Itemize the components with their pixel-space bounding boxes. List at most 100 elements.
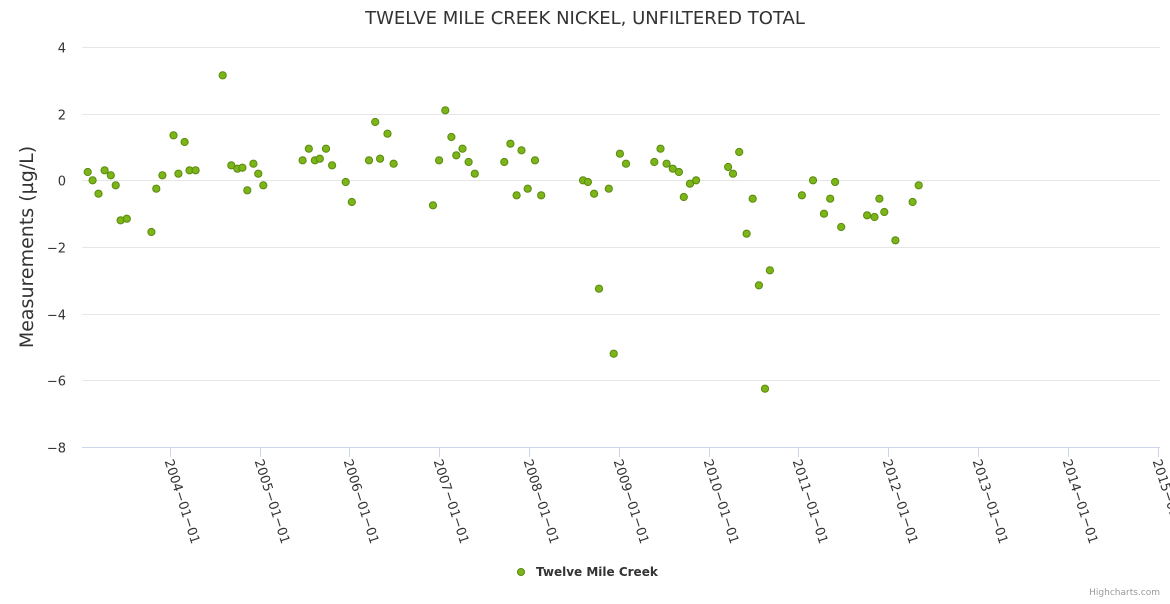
data-point[interactable]: [100, 166, 109, 175]
data-point[interactable]: [441, 106, 450, 115]
data-point[interactable]: [837, 222, 846, 232]
data-point[interactable]: [88, 176, 97, 185]
data-point[interactable]: [826, 194, 835, 203]
data-point[interactable]: [797, 191, 807, 200]
data-point[interactable]: [376, 154, 385, 163]
data-point[interactable]: [347, 197, 356, 207]
data-point[interactable]: [668, 164, 677, 173]
data-point[interactable]: [259, 181, 268, 190]
data-point[interactable]: [656, 144, 665, 153]
data-point[interactable]: [321, 144, 331, 153]
data-point[interactable]: [523, 184, 532, 193]
data-point[interactable]: [662, 159, 671, 168]
data-point[interactable]: [679, 192, 688, 202]
data-point[interactable]: [819, 209, 829, 218]
data-point[interactable]: [674, 167, 684, 177]
data-point[interactable]: [506, 139, 515, 148]
data-point[interactable]: [470, 169, 479, 178]
data-point[interactable]: [328, 161, 337, 170]
data-point[interactable]: [880, 207, 889, 217]
data-point[interactable]: [692, 176, 701, 185]
data-point[interactable]: [748, 194, 757, 203]
data-point[interactable]: [685, 179, 695, 188]
data-point[interactable]: [122, 214, 131, 223]
grid-lines: [82, 47, 1160, 448]
data-point[interactable]: [304, 144, 313, 153]
data-point[interactable]: [458, 144, 467, 153]
data-point[interactable]: [512, 191, 521, 200]
data-point[interactable]: [180, 137, 189, 147]
y-tick-label: 4: [58, 42, 66, 57]
data-point[interactable]: [383, 129, 392, 138]
credits-link[interactable]: Highcharts.com: [1089, 588, 1160, 598]
data-point[interactable]: [83, 167, 92, 177]
x-tick-label: 2010−01−01: [700, 458, 741, 546]
data-point[interactable]: [254, 169, 263, 178]
y-tick-label: −2: [47, 242, 66, 257]
data-point[interactable]: [728, 169, 738, 178]
data-point[interactable]: [389, 159, 398, 168]
data-point[interactable]: [870, 212, 879, 222]
x-tick-label: 2005−01−01: [251, 458, 292, 546]
data-point[interactable]: [590, 189, 599, 198]
data-point[interactable]: [464, 157, 473, 167]
data-point[interactable]: [875, 194, 884, 203]
data-point[interactable]: [863, 211, 872, 220]
data-point[interactable]: [583, 177, 593, 187]
data-point[interactable]: [754, 281, 764, 290]
data-point[interactable]: [249, 159, 258, 168]
data-point[interactable]: [765, 266, 775, 275]
data-point[interactable]: [530, 156, 540, 165]
data-point[interactable]: [650, 157, 659, 167]
legend[interactable]: Twelve Mile Creek: [517, 565, 659, 579]
data-point[interactable]: [831, 177, 840, 187]
data-point[interactable]: [891, 236, 900, 245]
data-point[interactable]: [500, 157, 509, 167]
legend-item-label[interactable]: Twelve Mile Creek: [536, 565, 659, 579]
data-point[interactable]: [94, 189, 103, 198]
data-point[interactable]: [158, 171, 167, 180]
x-tick-label: 2009−01−01: [610, 458, 651, 546]
data-point[interactable]: [298, 156, 307, 165]
data-point[interactable]: [615, 149, 625, 158]
data-point[interactable]: [169, 131, 178, 140]
data-point[interactable]: [364, 156, 374, 165]
data-point[interactable]: [106, 171, 115, 180]
x-tick-label: 2006−01−01: [340, 458, 381, 546]
y-tick-label: −8: [47, 442, 66, 457]
data-point[interactable]: [808, 176, 818, 185]
data-point[interactable]: [517, 146, 526, 155]
data-point[interactable]: [152, 184, 161, 193]
data-points: [83, 71, 923, 393]
data-point[interactable]: [435, 156, 444, 165]
x-tick-label: 2008−01−01: [520, 458, 561, 546]
data-point[interactable]: [227, 161, 236, 170]
data-point[interactable]: [760, 384, 770, 393]
data-point[interactable]: [537, 191, 546, 200]
data-point[interactable]: [914, 181, 923, 190]
data-point[interactable]: [238, 163, 247, 172]
data-point[interactable]: [447, 132, 456, 142]
y-tick-label: 0: [58, 175, 66, 190]
data-point[interactable]: [594, 284, 604, 293]
data-point[interactable]: [243, 186, 252, 195]
data-point[interactable]: [908, 197, 917, 207]
data-point[interactable]: [604, 184, 613, 193]
data-point[interactable]: [315, 154, 324, 163]
data-point[interactable]: [371, 117, 380, 127]
data-point[interactable]: [452, 151, 461, 160]
data-point[interactable]: [174, 169, 183, 178]
data-point[interactable]: [428, 201, 438, 210]
x-tick-label: 2011−01−01: [789, 458, 830, 546]
data-point[interactable]: [191, 166, 200, 175]
data-point[interactable]: [111, 181, 120, 190]
data-point[interactable]: [621, 159, 631, 168]
data-point[interactable]: [147, 227, 156, 237]
data-point[interactable]: [609, 349, 618, 358]
data-point[interactable]: [724, 162, 733, 172]
data-point[interactable]: [735, 147, 744, 157]
data-point[interactable]: [341, 177, 350, 187]
data-point[interactable]: [742, 229, 751, 238]
data-point[interactable]: [218, 71, 227, 80]
